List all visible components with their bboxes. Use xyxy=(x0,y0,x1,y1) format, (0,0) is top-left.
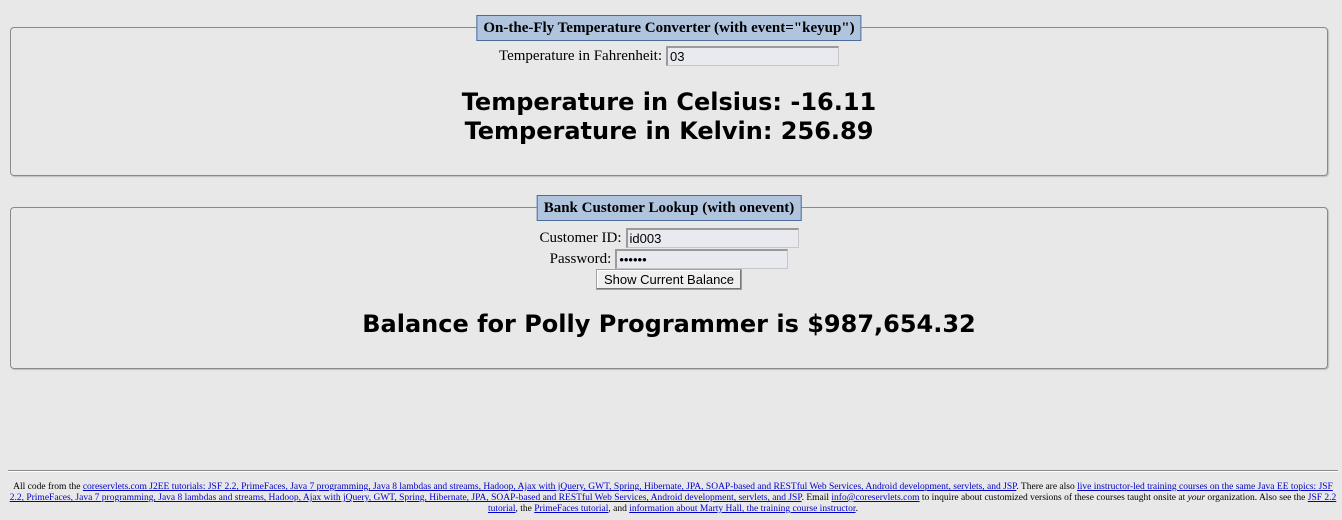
temperature-converter-panel: On-the-Fly Temperature Converter (with e… xyxy=(10,15,1328,176)
bank-customer-lookup-panel: Bank Customer Lookup (with onevent) Cust… xyxy=(10,195,1328,369)
footer: All code from the coreservlets.com J2EE … xyxy=(8,482,1338,515)
footer-emphasis: your xyxy=(1187,493,1206,503)
customer-id-label: Customer ID: xyxy=(539,229,622,246)
footer-text: , the xyxy=(515,504,535,514)
footer-text: . xyxy=(855,504,858,514)
footer-text: . Email xyxy=(801,493,832,503)
celsius-result: Temperature in Celsius: -16.11 xyxy=(461,88,877,116)
training-courses-link[interactable]: live instructor-led training courses on … xyxy=(9,482,1333,503)
tutorials-link[interactable]: coreservlets.com J2EE tutorials: JSF 2.2… xyxy=(82,482,1017,492)
jsf-tutorial-link[interactable]: JSF 2.2 tutorial xyxy=(488,493,1337,514)
balance-result: Balance for Polly Programmer is $987,654… xyxy=(362,310,976,338)
email-link[interactable]: info@coreservlets.com xyxy=(831,493,920,503)
marty-hall-link[interactable]: information about Marty Hall, the traini… xyxy=(629,504,856,514)
footer-divider xyxy=(8,470,1338,471)
customer-id-row: Customer ID: xyxy=(11,228,1327,248)
button-row: Show Current Balance xyxy=(11,269,1327,290)
customer-id-input[interactable] xyxy=(625,228,799,248)
temperature-converter-legend: On-the-Fly Temperature Converter (with e… xyxy=(476,15,862,41)
primefaces-tutorial-link[interactable]: PrimeFaces tutorial xyxy=(534,504,609,514)
footer-text: to inquire about customized versions of … xyxy=(919,493,1188,503)
footer-text: . There are also xyxy=(1016,482,1078,492)
password-label: Password: xyxy=(549,250,612,267)
password-row: Password: xyxy=(11,249,1327,269)
footer-text: , and xyxy=(608,504,630,514)
bank-lookup-legend: Bank Customer Lookup (with onevent) xyxy=(536,195,802,221)
password-input[interactable] xyxy=(615,249,789,269)
fahrenheit-input[interactable] xyxy=(666,46,840,66)
fahrenheit-label: Temperature in Fahrenheit: xyxy=(498,47,663,64)
show-current-balance-button[interactable]: Show Current Balance xyxy=(595,269,743,290)
footer-text: organization. Also see the xyxy=(1205,493,1308,503)
kelvin-result: Temperature in Kelvin: 256.89 xyxy=(464,117,874,145)
footer-text: All code from the xyxy=(13,482,83,492)
fahrenheit-row: Temperature in Fahrenheit: xyxy=(11,46,1327,66)
